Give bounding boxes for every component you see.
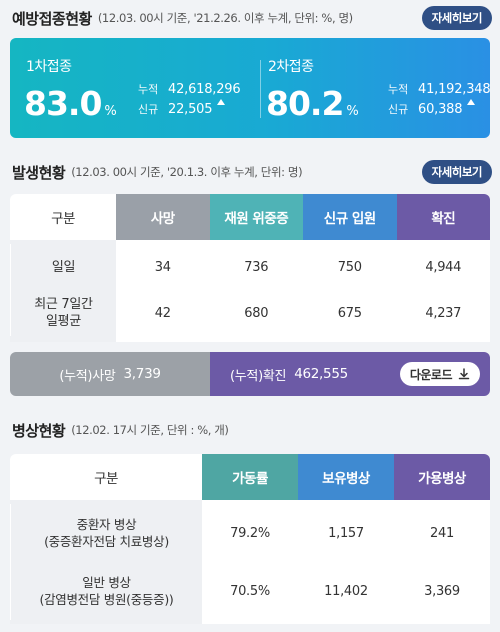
second-dose-stats: 누적 41,192,348 신규 60,388 xyxy=(388,80,491,120)
vaccination-header: 예방접종현황 (12.03. 00시 기준, '21.2.26. 이후 누계, … xyxy=(12,6,492,30)
first-dose-cumulative-label: 누적 xyxy=(138,83,159,96)
first-dose-label: 1차접종 xyxy=(26,59,72,75)
beds-general-total: 11,402 xyxy=(324,583,368,599)
outbreak-row-label: 일일 xyxy=(10,244,116,290)
outbreak-avg-confirmed: 4,237 xyxy=(425,305,462,321)
cumulative-confirmed: (누적)확진 462,555 다운로드 xyxy=(210,352,490,396)
beds-header: 병상현황 (12.02. 17시 기준, 단위 : %, 개) xyxy=(12,418,492,442)
table-row: 일일 34 736 750 4,944 xyxy=(10,244,490,290)
beds-row-label: 일반 병상 (감염병전담 병원(중등증)) xyxy=(10,562,202,620)
cumulative-bar: (누적)사망 3,739 (누적)확진 462,555 다운로드 xyxy=(10,352,490,396)
beds-note: (12.02. 17시 기준, 단위 : %, 개) xyxy=(71,423,229,437)
increase-arrow-icon xyxy=(467,99,476,105)
download-icon xyxy=(458,368,470,380)
outbreak-row-label: 최근 7일간 일평균 xyxy=(10,290,116,336)
beds-header-available: 가용병상 xyxy=(394,454,490,500)
outbreak-daily-death: 34 xyxy=(154,259,171,275)
cumulative-death-value: 3,739 xyxy=(123,366,161,382)
cumulative-death-label: (누적)사망 xyxy=(59,368,116,384)
second-dose-label: 2차접종 xyxy=(268,59,314,75)
outbreak-header-death: 사망 xyxy=(116,194,210,240)
increase-arrow-icon xyxy=(217,99,226,105)
vaccination-note: (12.03. 00시 기준, '21.2.26. 이후 누계, 단위: %, … xyxy=(97,11,353,25)
outbreak-category-column xyxy=(10,240,116,342)
outbreak-avg-critical: 680 xyxy=(244,305,269,321)
beds-general-utilization: 70.5% xyxy=(230,583,270,599)
first-dose-cumulative-value: 42,618,296 xyxy=(168,82,241,97)
outbreak-title: 발생현황 xyxy=(12,163,66,182)
beds-header-category: 구분 xyxy=(10,454,202,500)
first-dose-new-value: 22,505 xyxy=(168,102,213,117)
outbreak-daily-admission: 750 xyxy=(337,259,362,275)
first-dose-percent: 83.0% xyxy=(24,84,117,123)
first-dose-stats: 누적 42,618,296 신규 22,505 xyxy=(138,80,241,120)
second-dose-percent-unit: % xyxy=(346,104,358,119)
beds-table-body: 중환자 병상 (중증환자전담 치료병상) 79.2% 1,157 241 일반 … xyxy=(10,500,490,624)
cumulative-confirmed-value: 462,555 xyxy=(294,366,348,382)
vaccination-card: 1차접종 83.0% 누적 42,618,296 신규 22,505 2차접종 80… xyxy=(10,38,491,138)
table-row: 최근 7일간 일평균 42 680 675 4,237 xyxy=(10,290,490,336)
outbreak-header: 발생현황 (12.03. 00시 기준, '20.1.3. 이후 누계, 단위:… xyxy=(12,160,492,184)
outbreak-header-admission: 신규 입원 xyxy=(303,194,397,240)
outbreak-note: (12.03. 00시 기준, '20.1.3. 이후 누계, 단위: 명) xyxy=(71,165,303,179)
second-dose-panel: 2차접종 80.2% 누적 41,192,348 신규 60,388 xyxy=(250,38,491,138)
download-button[interactable]: 다운로드 xyxy=(399,362,480,386)
second-dose-new-value: 60,388 xyxy=(418,102,463,117)
outbreak-detail-button[interactable]: 자세히보기 xyxy=(421,160,492,184)
beds-row-label: 중환자 병상 (중증환자전담 치료병상) xyxy=(10,504,202,562)
vaccination-detail-button[interactable]: 자세히보기 xyxy=(421,6,492,30)
beds-title: 병상현황 xyxy=(12,421,66,440)
outbreak-daily-critical: 736 xyxy=(244,259,269,275)
cumulative-death: (누적)사망 3,739 xyxy=(10,352,210,396)
first-dose-percent-unit: % xyxy=(104,104,116,119)
second-dose-percent: 80.2% xyxy=(266,84,359,123)
vaccination-divider xyxy=(260,60,261,118)
vaccination-title: 예방접종현황 xyxy=(12,9,92,28)
outbreak-table-header: 구분 사망 재원 위중증 신규 입원 확진 xyxy=(10,194,490,240)
outbreak-avg-death: 42 xyxy=(154,305,171,321)
second-dose-cumulative-label: 누적 xyxy=(388,83,409,96)
beds-table: 구분 가동률 보유병상 가용병상 중환자 병상 (중증환자전담 치료병상) 79… xyxy=(10,454,490,624)
second-dose-cumulative-value: 41,192,348 xyxy=(418,82,491,97)
beds-header-utilization: 가동률 xyxy=(202,454,298,500)
table-row: 일반 병상 (감염병전담 병원(중등증)) 70.5% 11,402 3,369 xyxy=(10,562,490,620)
second-dose-new-label: 신규 xyxy=(388,103,409,116)
first-dose-new-label: 신규 xyxy=(138,103,159,116)
outbreak-avg-admission: 675 xyxy=(337,305,362,321)
outbreak-table: 구분 사망 재원 위중증 신규 입원 확진 일일 34 736 750 4,94… xyxy=(10,194,490,342)
cumulative-confirmed-label: (누적)확진 xyxy=(230,368,287,384)
beds-icu-utilization: 79.2% xyxy=(230,525,270,541)
beds-header-total: 보유병상 xyxy=(298,454,394,500)
beds-general-available: 3,369 xyxy=(424,583,460,599)
outbreak-header-confirmed: 확진 xyxy=(396,194,490,240)
beds-category-column xyxy=(10,500,202,624)
beds-icu-total: 1,157 xyxy=(328,525,364,541)
table-row: 중환자 병상 (중증환자전담 치료병상) 79.2% 1,157 241 xyxy=(10,504,490,562)
outbreak-table-body: 일일 34 736 750 4,944 최근 7일간 일평균 42 680 67… xyxy=(10,240,490,342)
first-dose-percent-value: 83.0 xyxy=(24,84,102,123)
beds-icu-available: 241 xyxy=(430,525,454,541)
outbreak-header-critical: 재원 위중증 xyxy=(209,194,303,240)
outbreak-header-category: 구분 xyxy=(10,194,116,240)
second-dose-percent-value: 80.2 xyxy=(266,84,344,123)
beds-table-header: 구분 가동률 보유병상 가용병상 xyxy=(10,454,490,500)
first-dose-panel: 1차접종 83.0% 누적 42,618,296 신규 22,505 xyxy=(10,38,250,138)
outbreak-daily-confirmed: 4,944 xyxy=(425,259,462,275)
download-button-label: 다운로드 xyxy=(409,367,453,382)
